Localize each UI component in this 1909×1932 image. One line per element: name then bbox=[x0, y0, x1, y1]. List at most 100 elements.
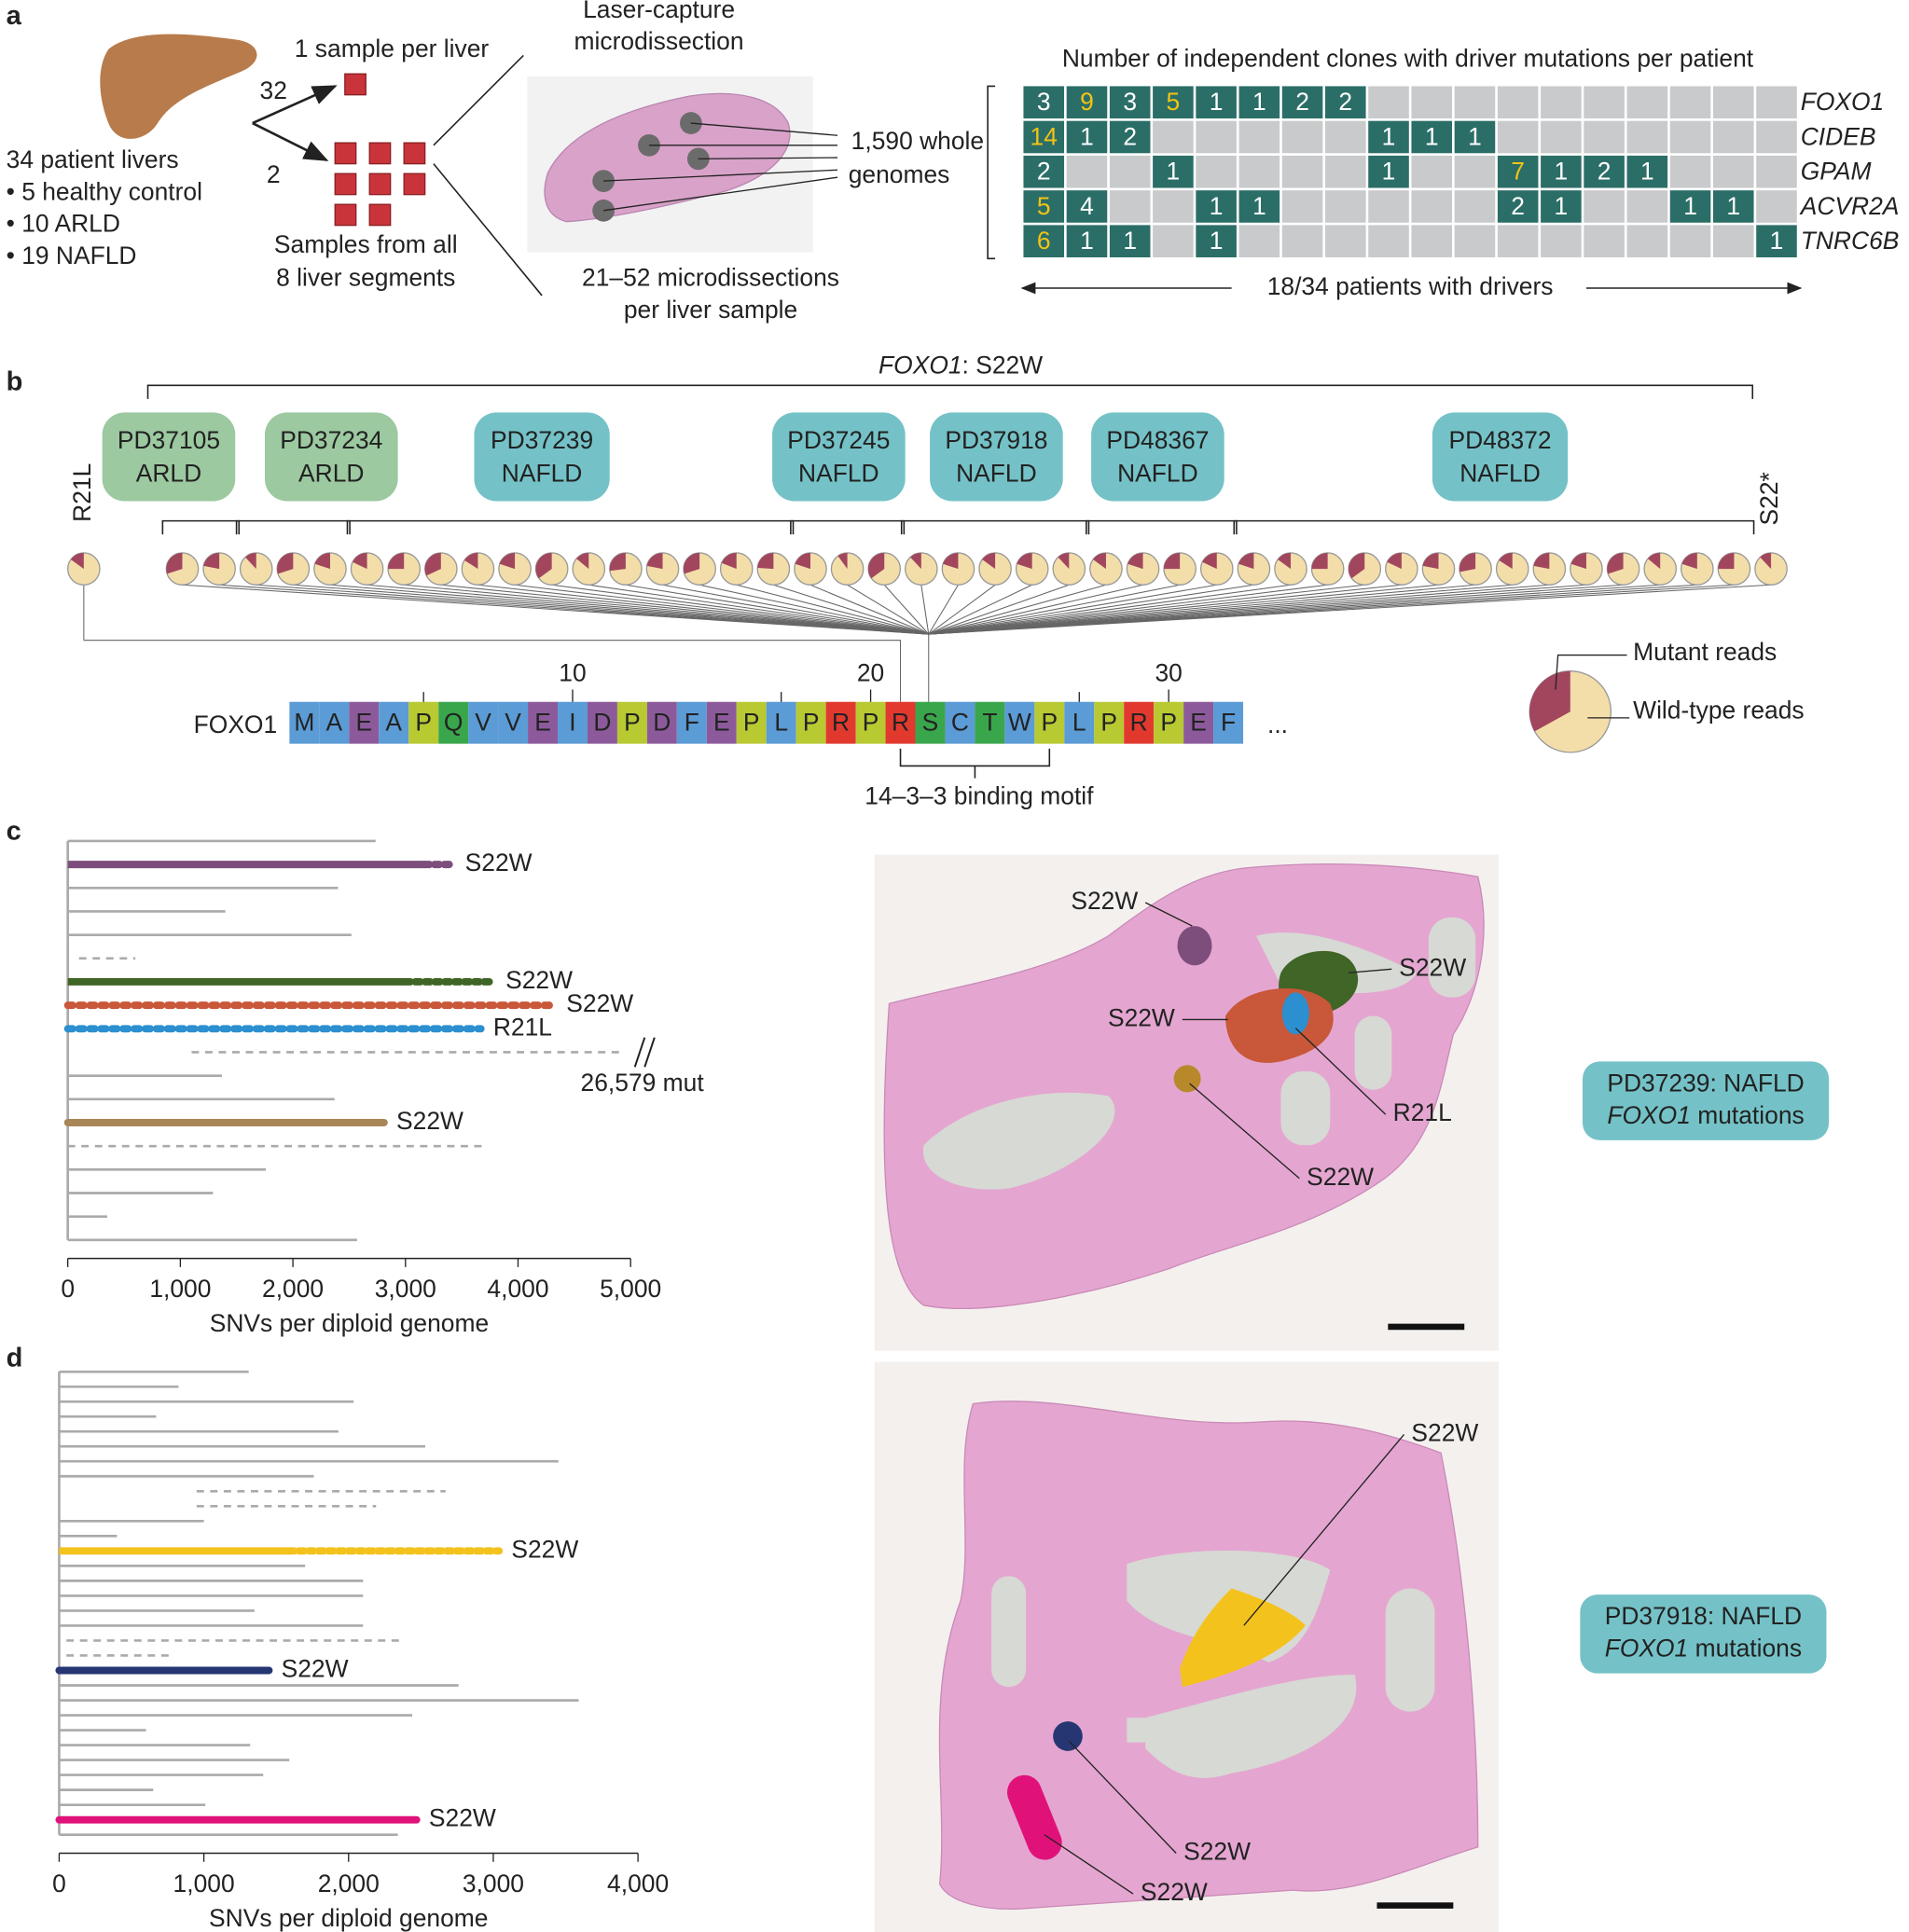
pie-connector bbox=[928, 584, 1217, 635]
pie-connector bbox=[928, 584, 1143, 635]
patient-bracket bbox=[346, 519, 795, 535]
cell-value: 1 bbox=[1080, 227, 1094, 255]
empty-cell bbox=[1281, 190, 1323, 223]
label: 32 bbox=[260, 76, 287, 104]
pie-mutant bbox=[1647, 552, 1661, 570]
heatmap-cell bbox=[1669, 190, 1711, 223]
cell-value: 9 bbox=[1080, 88, 1094, 116]
patient-group: NAFLD bbox=[1117, 460, 1198, 488]
empty-cell bbox=[1497, 225, 1539, 258]
pie-mutant bbox=[721, 552, 737, 570]
pie-mutant bbox=[166, 552, 183, 574]
residue bbox=[706, 701, 737, 744]
pie-mutant bbox=[1311, 552, 1328, 570]
residue-letter: E bbox=[1190, 708, 1207, 736]
leader bbox=[1144, 902, 1193, 927]
cell-value: 2 bbox=[1295, 88, 1309, 116]
label: FOXO1 bbox=[194, 711, 278, 738]
patient-id: PD48372 bbox=[1448, 426, 1551, 454]
label-part: : S22W bbox=[962, 352, 1044, 380]
mutation-label: R21L bbox=[68, 463, 96, 522]
pie-legend bbox=[1529, 654, 1630, 753]
zoom-line bbox=[433, 163, 543, 297]
axis-break bbox=[633, 1037, 656, 1068]
break-annotation: 26,579 mut bbox=[581, 1069, 705, 1097]
residue bbox=[1213, 701, 1244, 744]
residue-letter: L bbox=[774, 708, 788, 736]
cell-value: 3 bbox=[1123, 88, 1137, 116]
pie-connector bbox=[329, 584, 929, 635]
residue-letter: C bbox=[951, 708, 969, 736]
pie-mutant bbox=[1093, 552, 1106, 570]
empty-cell bbox=[1541, 86, 1582, 119]
connector bbox=[83, 640, 902, 702]
pie-mutant bbox=[1607, 552, 1624, 574]
empty-cell bbox=[1454, 225, 1496, 258]
label: ... bbox=[1267, 711, 1288, 738]
residue bbox=[855, 701, 886, 744]
pie-mutant bbox=[795, 552, 810, 570]
empty-cell bbox=[1669, 120, 1711, 154]
residue bbox=[945, 701, 975, 744]
empty-cell bbox=[1712, 155, 1754, 188]
residue bbox=[646, 701, 677, 744]
label: Laser-capture bbox=[583, 0, 735, 23]
residue bbox=[468, 701, 499, 744]
residue bbox=[408, 701, 439, 744]
residue bbox=[498, 701, 529, 744]
patient-id: PD37234 bbox=[280, 426, 382, 454]
empty-cell bbox=[1109, 190, 1151, 223]
pie-connector bbox=[928, 584, 1439, 635]
pie-mutant bbox=[943, 552, 959, 570]
patient-group: NAFLD bbox=[798, 460, 879, 488]
label-part: FOXO1 bbox=[1605, 1635, 1689, 1663]
residue-letter: I bbox=[569, 708, 575, 736]
pie-mutant bbox=[1570, 552, 1586, 570]
pie-mutant bbox=[1278, 552, 1292, 570]
patient-bracket bbox=[161, 519, 241, 535]
residue bbox=[795, 701, 826, 744]
residue-letter: P bbox=[624, 708, 641, 736]
patient-box bbox=[264, 412, 398, 502]
pie-connector bbox=[514, 584, 929, 635]
residue-letter: V bbox=[505, 708, 521, 736]
cell-value: 1 bbox=[1425, 122, 1439, 150]
residue bbox=[319, 701, 350, 744]
pie-mutant bbox=[1238, 552, 1254, 570]
mutation-label: S22* bbox=[1755, 472, 1783, 525]
info-title: PD37239: NAFLD bbox=[1607, 1069, 1804, 1097]
label-part: FOXO1 bbox=[1607, 1101, 1691, 1129]
heatmap-cell bbox=[1454, 120, 1496, 154]
pie-connector bbox=[551, 584, 929, 635]
pie-connector bbox=[928, 584, 1328, 635]
heatmap-cell bbox=[1368, 155, 1409, 188]
pie-mutant bbox=[1387, 552, 1402, 570]
patient-box bbox=[772, 412, 906, 502]
patient-id: PD37105 bbox=[118, 426, 220, 454]
pie-connector bbox=[928, 584, 1070, 635]
pie-connector bbox=[588, 584, 929, 635]
empty-cell bbox=[1281, 225, 1323, 258]
label: 21–52 microdissections bbox=[582, 264, 839, 292]
residue bbox=[885, 701, 916, 744]
residue-letter: A bbox=[326, 708, 343, 736]
residue-letter: D bbox=[653, 708, 671, 736]
residue-letter: S bbox=[922, 708, 939, 736]
cell-value: 1 bbox=[1382, 122, 1396, 150]
empty-cell bbox=[1324, 155, 1366, 188]
empty-cell bbox=[1626, 120, 1668, 154]
leader bbox=[1044, 1834, 1134, 1895]
empty-cell bbox=[1196, 155, 1237, 188]
pie-wild-type bbox=[1052, 552, 1086, 586]
empty-cell bbox=[1238, 120, 1280, 154]
x-tick-label: 4,000 bbox=[607, 1870, 669, 1898]
patient-bracket bbox=[1086, 519, 1238, 535]
leader bbox=[1068, 1740, 1177, 1854]
empty-cell bbox=[1712, 120, 1754, 154]
heatmap-cell bbox=[1153, 155, 1194, 188]
residue-letter: W bbox=[1008, 708, 1031, 736]
cell-value: 5 bbox=[1167, 88, 1181, 116]
patch-label: S22W bbox=[1108, 1003, 1175, 1031]
heatmap-cell bbox=[1541, 155, 1582, 188]
